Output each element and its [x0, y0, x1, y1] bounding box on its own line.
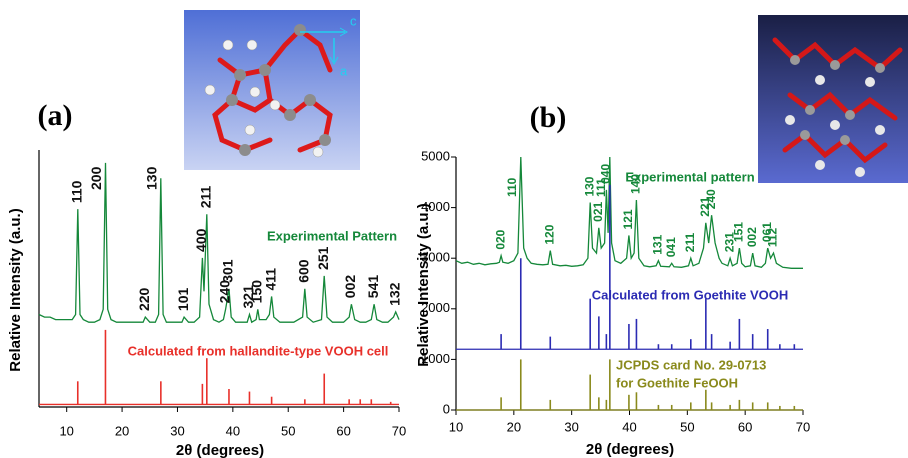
peak-label: 002	[342, 275, 358, 299]
peak-label: 121	[621, 209, 635, 229]
peak-label: 211	[198, 185, 214, 208]
peak-label: 041	[664, 237, 678, 257]
peak-label: 200	[88, 166, 104, 190]
peak-label: 301	[220, 259, 236, 283]
x-tick-label: 70	[796, 419, 810, 434]
peak-label: 101	[175, 287, 191, 311]
x-tick-label: 50	[281, 423, 295, 438]
x-tick-label: 40	[226, 423, 240, 438]
y-axis-label: Relative Intensity (a.u.)	[415, 203, 432, 366]
series-label: JCPDS card No. 29-0713	[616, 357, 766, 372]
peak-label: 111	[594, 178, 608, 197]
x-tick-label: 20	[115, 423, 129, 438]
x-tick-label: 30	[564, 419, 578, 434]
series-label: for Goethite FeOOH	[616, 375, 738, 390]
peak-label: 132	[386, 282, 402, 306]
x-tick-label: 40	[622, 419, 636, 434]
series-label: Calculated from hallandite-type VOOH cel…	[128, 343, 389, 358]
x-tick-label: 70	[392, 423, 406, 438]
peak-label: 131	[651, 234, 665, 254]
inset-axis-label: c	[350, 13, 357, 28]
peak-label: 140	[629, 174, 643, 194]
peak-label: 600	[296, 259, 312, 283]
y-tick-label: 5000	[421, 148, 450, 163]
peak-label: 151	[732, 222, 746, 242]
x-tick-label: 10	[449, 419, 463, 434]
x-axis-label: 2θ (degrees)	[586, 441, 674, 458]
panel-label: (a)	[38, 99, 73, 132]
y-axis-label: Relative Intensity (a.u.)	[7, 208, 24, 371]
y-tick-label: 0	[443, 401, 450, 416]
x-tick-label: 30	[170, 423, 184, 438]
series-label: Experimental pattern	[625, 169, 754, 184]
panel-label: (b)	[530, 101, 567, 134]
peak-label: 220	[136, 287, 152, 311]
peak-label: 240	[704, 189, 718, 209]
peak-label: 002	[745, 227, 759, 247]
x-tick-label: 20	[507, 419, 521, 434]
x-tick-label: 10	[59, 423, 73, 438]
peak-label: 112	[766, 227, 780, 247]
peak-label: 120	[542, 224, 556, 244]
x-tick-label: 60	[738, 419, 752, 434]
inset-axis-label: a	[340, 63, 348, 78]
x-axis-label: 2θ (degrees)	[176, 442, 264, 458]
structure-inset-b	[758, 15, 908, 183]
peak-label: 110	[505, 177, 519, 197]
peak-label: 541	[365, 275, 381, 299]
peak-label: 211	[683, 233, 697, 253]
peak-label: 400	[193, 228, 209, 252]
peak-label: 020	[493, 229, 507, 249]
peak-label: 130	[144, 166, 160, 190]
figure: c a (a) 10 20 30 40 50 60 70 2θ (degrees) Relativ…	[0, 0, 908, 458]
series-label: Experimental Pattern	[267, 228, 397, 243]
peak-label: 110	[68, 180, 84, 203]
peak-label: 411	[262, 268, 278, 291]
peak-label: 251	[315, 246, 331, 270]
x-tick-label: 60	[336, 423, 350, 438]
structure-inset-a: c a	[184, 10, 360, 170]
series-label: Calculated from Goethite VOOH	[592, 287, 788, 302]
peak-label: 021	[591, 201, 605, 221]
x-tick-label: 50	[680, 419, 694, 434]
